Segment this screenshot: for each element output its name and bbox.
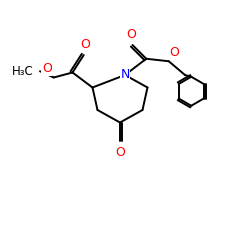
Text: O: O [115,146,125,159]
Text: O: O [126,28,136,40]
Text: O: O [80,38,90,51]
Text: O: O [42,62,52,76]
Text: N: N [120,68,130,82]
Text: H₃C: H₃C [12,65,34,78]
Text: O: O [170,46,179,59]
